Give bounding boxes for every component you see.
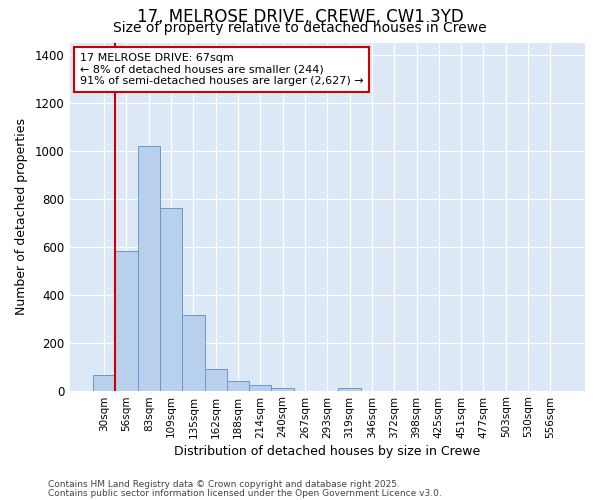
Bar	[271, 388, 294, 390]
Bar	[115, 252, 137, 390]
Text: 17 MELROSE DRIVE: 67sqm
← 8% of detached houses are smaller (244)
91% of semi-de: 17 MELROSE DRIVE: 67sqm ← 8% of detached…	[80, 53, 364, 86]
Text: Contains HM Land Registry data © Crown copyright and database right 2025.: Contains HM Land Registry data © Crown c…	[48, 480, 400, 489]
Text: Contains public sector information licensed under the Open Government Licence v3: Contains public sector information licen…	[48, 488, 442, 498]
X-axis label: Distribution of detached houses by size in Crewe: Distribution of detached houses by size …	[174, 444, 481, 458]
Bar	[249, 386, 271, 390]
Text: 17, MELROSE DRIVE, CREWE, CW1 3YD: 17, MELROSE DRIVE, CREWE, CW1 3YD	[137, 8, 463, 26]
Text: Size of property relative to detached houses in Crewe: Size of property relative to detached ho…	[113, 21, 487, 35]
Y-axis label: Number of detached properties: Number of detached properties	[15, 118, 28, 315]
Bar	[93, 375, 115, 390]
Bar	[205, 369, 227, 390]
Bar	[182, 315, 205, 390]
Bar	[160, 208, 182, 390]
Bar	[227, 382, 249, 390]
Bar	[338, 388, 361, 390]
Bar	[137, 146, 160, 390]
